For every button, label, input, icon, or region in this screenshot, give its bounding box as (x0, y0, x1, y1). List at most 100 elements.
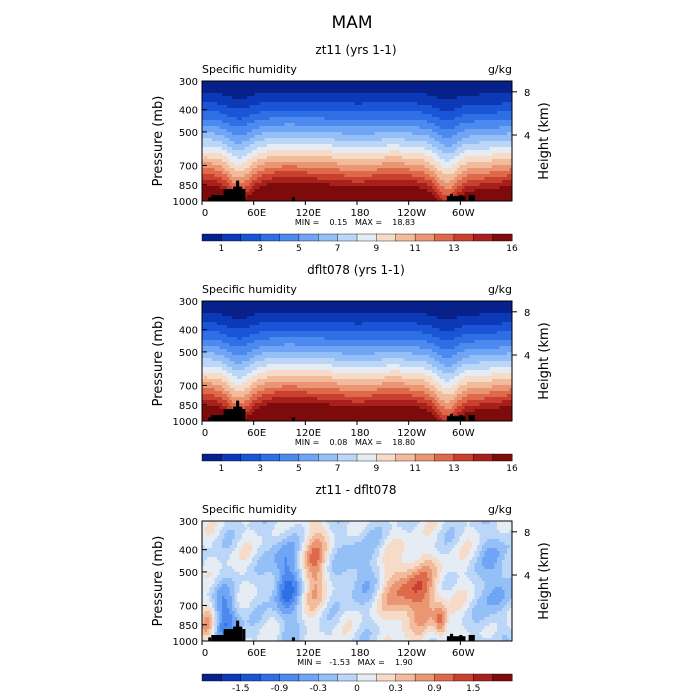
heatmap-cell (464, 180, 468, 184)
heatmap-cell (237, 120, 240, 124)
heatmap-cell (292, 144, 295, 148)
heatmap-cell (499, 192, 503, 196)
heatmap-cell (484, 135, 488, 139)
heatmap-cell (422, 123, 425, 127)
heatmap-cell (307, 84, 310, 88)
heatmap-cell (214, 177, 218, 181)
heatmap-cell (342, 165, 345, 169)
heatmap-cell (387, 186, 390, 190)
heatmap-cell (444, 153, 448, 157)
heatmap-cell (459, 168, 463, 172)
heatmap-cell (434, 198, 438, 202)
heatmap-cell (462, 99, 465, 103)
heatmap-cell (477, 165, 480, 169)
heatmap-cell (307, 138, 310, 142)
heatmap-cell (312, 120, 315, 124)
heatmap-cell (357, 189, 360, 193)
heatmap-cell (212, 108, 215, 112)
heatmap-cell (292, 159, 295, 163)
heatmap-cell (489, 192, 493, 196)
heatmap-cell (484, 114, 488, 118)
heatmap-cell (497, 99, 500, 103)
heatmap-cell (294, 126, 298, 130)
heatmap-cell (444, 132, 448, 136)
heatmap-cell (482, 84, 485, 88)
heatmap-cell (272, 153, 275, 157)
heatmap-cell (354, 192, 358, 196)
heatmap-cell (444, 174, 448, 178)
heatmap-cell (289, 126, 293, 130)
heatmap-cell (334, 147, 338, 151)
heatmap-cell (359, 87, 363, 91)
heatmap-cell (239, 96, 243, 100)
terrain-mask (208, 197, 212, 201)
heatmap-cell (462, 129, 465, 133)
heatmap-cell (377, 126, 380, 130)
heatmap-cell (432, 189, 435, 193)
heatmap-cell (497, 114, 500, 118)
heatmap-cell (492, 90, 495, 94)
heatmap-cell (347, 183, 350, 187)
heatmap-cell (454, 117, 458, 121)
heatmap-cell (419, 150, 423, 154)
heatmap-cell (504, 102, 508, 106)
heatmap-cell (399, 102, 403, 106)
heatmap-cell (237, 132, 240, 136)
heatmap-cell (237, 108, 240, 112)
heatmap-cell (444, 177, 448, 181)
heatmap-cell (287, 87, 290, 91)
heatmap-cell (212, 114, 215, 118)
heatmap-cell (482, 147, 485, 151)
heatmap-cell (472, 102, 475, 106)
heatmap-cell (442, 189, 445, 193)
heatmap-cell (209, 90, 213, 94)
heatmap-cell (397, 96, 400, 100)
heatmap-cell (437, 99, 440, 103)
heatmap-cell (294, 144, 298, 148)
heatmap-cell (444, 168, 448, 172)
heatmap-cell (272, 81, 275, 85)
heatmap-cell (509, 153, 513, 157)
heatmap-cell (479, 174, 483, 178)
heatmap-cell (457, 129, 460, 133)
heatmap-cell (327, 135, 330, 139)
heatmap-cell (329, 114, 333, 118)
heatmap-cell (469, 117, 473, 121)
heatmap-cell (377, 123, 380, 127)
heatmap-cell (462, 183, 465, 187)
heatmap-cell (207, 174, 210, 178)
heatmap-cell (304, 84, 308, 88)
heatmap-cell (347, 141, 350, 145)
heatmap-cell (439, 171, 443, 175)
heatmap-cell (222, 81, 225, 85)
heatmap-cell (339, 180, 343, 184)
heatmap-cell (482, 117, 485, 121)
heatmap-cell (297, 114, 300, 118)
heatmap-cell (449, 171, 453, 175)
heatmap-cell (317, 123, 320, 127)
heatmap-cell (309, 177, 313, 181)
heatmap-cell (289, 174, 293, 178)
heatmap-cell (389, 126, 393, 130)
heatmap-cell (257, 90, 260, 94)
heatmap-cell (414, 132, 418, 136)
heatmap-cell (277, 132, 280, 136)
heatmap-cell (337, 126, 340, 130)
heatmap-cell (509, 177, 513, 181)
heatmap-cell (264, 111, 268, 115)
heatmap-cell (449, 96, 453, 100)
heatmap-cell (449, 81, 453, 85)
heatmap-cell (364, 87, 368, 91)
heatmap-cell (347, 93, 350, 97)
heatmap-cell (342, 135, 345, 139)
heatmap-cell (284, 180, 288, 184)
heatmap-cell (327, 177, 330, 181)
heatmap-cell (409, 153, 413, 157)
heatmap-cell (249, 123, 253, 127)
heatmap-cell (449, 147, 453, 151)
heatmap-cell (487, 186, 490, 190)
heatmap-cell (507, 126, 510, 130)
heatmap-cell (414, 105, 418, 109)
heatmap-cell (479, 171, 483, 175)
heatmap-cell (364, 180, 368, 184)
